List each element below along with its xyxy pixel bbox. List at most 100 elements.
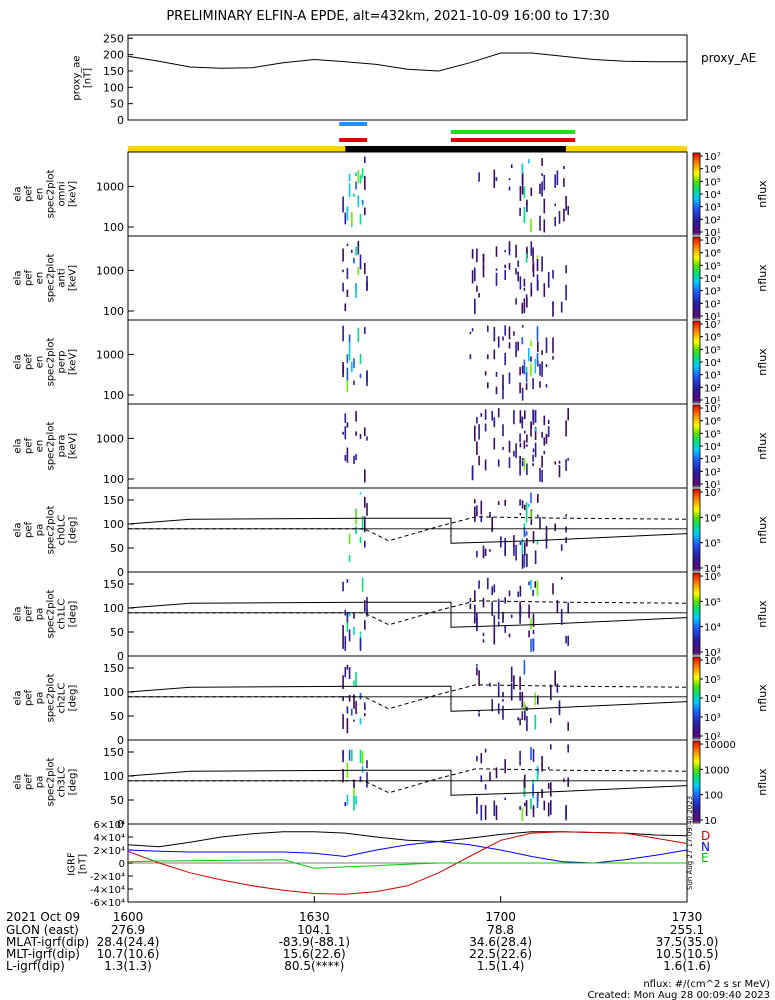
spectrogram-cell — [565, 196, 567, 211]
ytick-label: 0 — [117, 650, 124, 663]
spectrogram-cell — [541, 470, 543, 483]
spectrogram-cell — [519, 276, 522, 290]
spectrogram-cell — [495, 177, 498, 181]
spectrogram-cell — [504, 797, 506, 801]
spectrogram-cell — [545, 337, 548, 353]
spectrogram-cell — [482, 265, 485, 278]
spectrogram-cell — [478, 670, 480, 686]
colorbar-4 — [692, 488, 701, 572]
spectrogram-cell — [469, 597, 472, 603]
igrf-ytick-label: 0 — [119, 859, 125, 870]
spectrogram-cell — [508, 326, 511, 340]
spectrogram-cell — [364, 175, 366, 190]
spectrogram-cell — [355, 526, 357, 534]
spectrogram-cell — [348, 354, 351, 361]
xaxis-cell: 10.7(10.6) — [97, 947, 160, 961]
spectrogram-cell — [519, 455, 521, 464]
spectrogram-cell — [482, 632, 485, 636]
spectrogram-cell — [565, 526, 567, 533]
spectrogram-cell — [554, 174, 556, 188]
spectrogram-cell — [524, 711, 526, 717]
spectrogram-cell — [530, 747, 532, 760]
spectrogram-panel-6: 0 50 100 150 ela pef pa spec2plot ch2LC [deg] 10⁶ 1… — [13, 655, 769, 747]
spectrogram-cell — [346, 354, 349, 364]
spectrogram-cell — [361, 577, 364, 592]
spectrogram-cell — [508, 457, 511, 468]
spectrogram-cell — [513, 535, 515, 547]
spectrogram-cell — [482, 639, 485, 643]
panel-2-ylabel-5: [keV] — [68, 349, 79, 375]
colorbar-tick-label: 10² — [704, 732, 721, 743]
spectrogram-cell — [552, 269, 554, 279]
spectrogram-cell — [525, 294, 528, 298]
spectrogram-cell — [493, 349, 496, 360]
spectrogram-cell — [541, 432, 543, 438]
spectrogram-cell — [541, 173, 543, 176]
spectrogram-cell — [532, 748, 535, 762]
colorbar-label-2: nflux — [756, 348, 769, 376]
spectrogram-cell — [563, 165, 565, 170]
spectrogram-cell — [342, 325, 344, 342]
igrf-legend-D: D — [701, 829, 710, 843]
spectrogram-cell — [364, 600, 366, 609]
spectrogram-cell — [525, 372, 528, 383]
spectrogram-cell — [353, 719, 355, 722]
spectrogram-cell — [550, 684, 552, 701]
spectrogram-cell — [567, 206, 569, 215]
spectrogram-cell — [519, 718, 521, 726]
spectrogram-cell — [487, 382, 489, 389]
spectrogram-cell — [521, 458, 524, 461]
panel-frame-6 — [127, 655, 688, 741]
spectrogram-cell — [541, 256, 543, 272]
spectrogram-cell — [502, 374, 504, 390]
spectrogram-cell — [526, 463, 528, 475]
spectrogram-cell — [471, 466, 474, 480]
spectrogram-cell — [480, 502, 483, 515]
spectrogram-cell — [361, 200, 364, 204]
spectrogram-cell — [532, 378, 534, 390]
spectrogram-cell — [526, 444, 528, 447]
spectrogram-cell — [523, 787, 526, 797]
spectrogram-cell — [547, 802, 550, 817]
spectrogram-cell — [497, 610, 500, 620]
spectrogram-cell — [482, 597, 485, 608]
spectrogram-cell — [552, 583, 554, 595]
spectrogram-cell — [478, 424, 480, 440]
spectrogram-cell — [497, 501, 500, 505]
ae-ytick-label: 200 — [103, 49, 124, 62]
panel-6-ylabel-2: pa — [35, 692, 46, 704]
colorbar-tick-label: 10³ — [704, 455, 721, 466]
xaxis-cell: 80.5(****) — [284, 959, 344, 973]
spectrogram-cell — [519, 806, 521, 811]
spectrogram-cell — [556, 170, 559, 186]
spectrogram-cell — [502, 691, 504, 698]
spectrogram-cell — [342, 634, 344, 649]
blue-bar — [339, 122, 368, 126]
spectrogram-cell — [495, 767, 498, 779]
spectrogram-cell — [478, 713, 480, 717]
spectrogram-cell — [536, 587, 539, 590]
panel-1-ylabel-3: spec2plot — [46, 254, 57, 303]
spectrogram-cell — [344, 454, 347, 461]
spectrogram-cell — [497, 336, 500, 348]
footer-units: nflux: #/(cm^2 s sr MeV) — [643, 979, 770, 990]
spectrogram-cell — [543, 437, 546, 446]
spectrogram-cell — [342, 675, 344, 689]
panel-4-ylabel-2: pa — [35, 524, 46, 536]
spectrogram-cell — [556, 683, 559, 693]
spectrogram-cell — [532, 448, 535, 453]
ytick-label: 150 — [103, 746, 124, 759]
spectrogram-cell — [545, 384, 548, 388]
spectrogram-cell — [348, 341, 351, 356]
spectrogram-cell — [504, 250, 506, 253]
spectrogram-cell — [346, 718, 349, 734]
igrf-ytick-label: -6×10⁴ — [90, 898, 125, 909]
spectrogram-cell — [530, 340, 532, 347]
xaxis-cell: 104.1 — [297, 923, 331, 937]
spectrogram-cell — [484, 409, 487, 420]
loss-cone-line — [127, 517, 688, 544]
spectrogram-cell — [484, 548, 487, 556]
spectrogram-cell — [469, 603, 472, 609]
spectrogram-cell — [521, 172, 524, 185]
spectrogram-cell — [523, 186, 526, 199]
